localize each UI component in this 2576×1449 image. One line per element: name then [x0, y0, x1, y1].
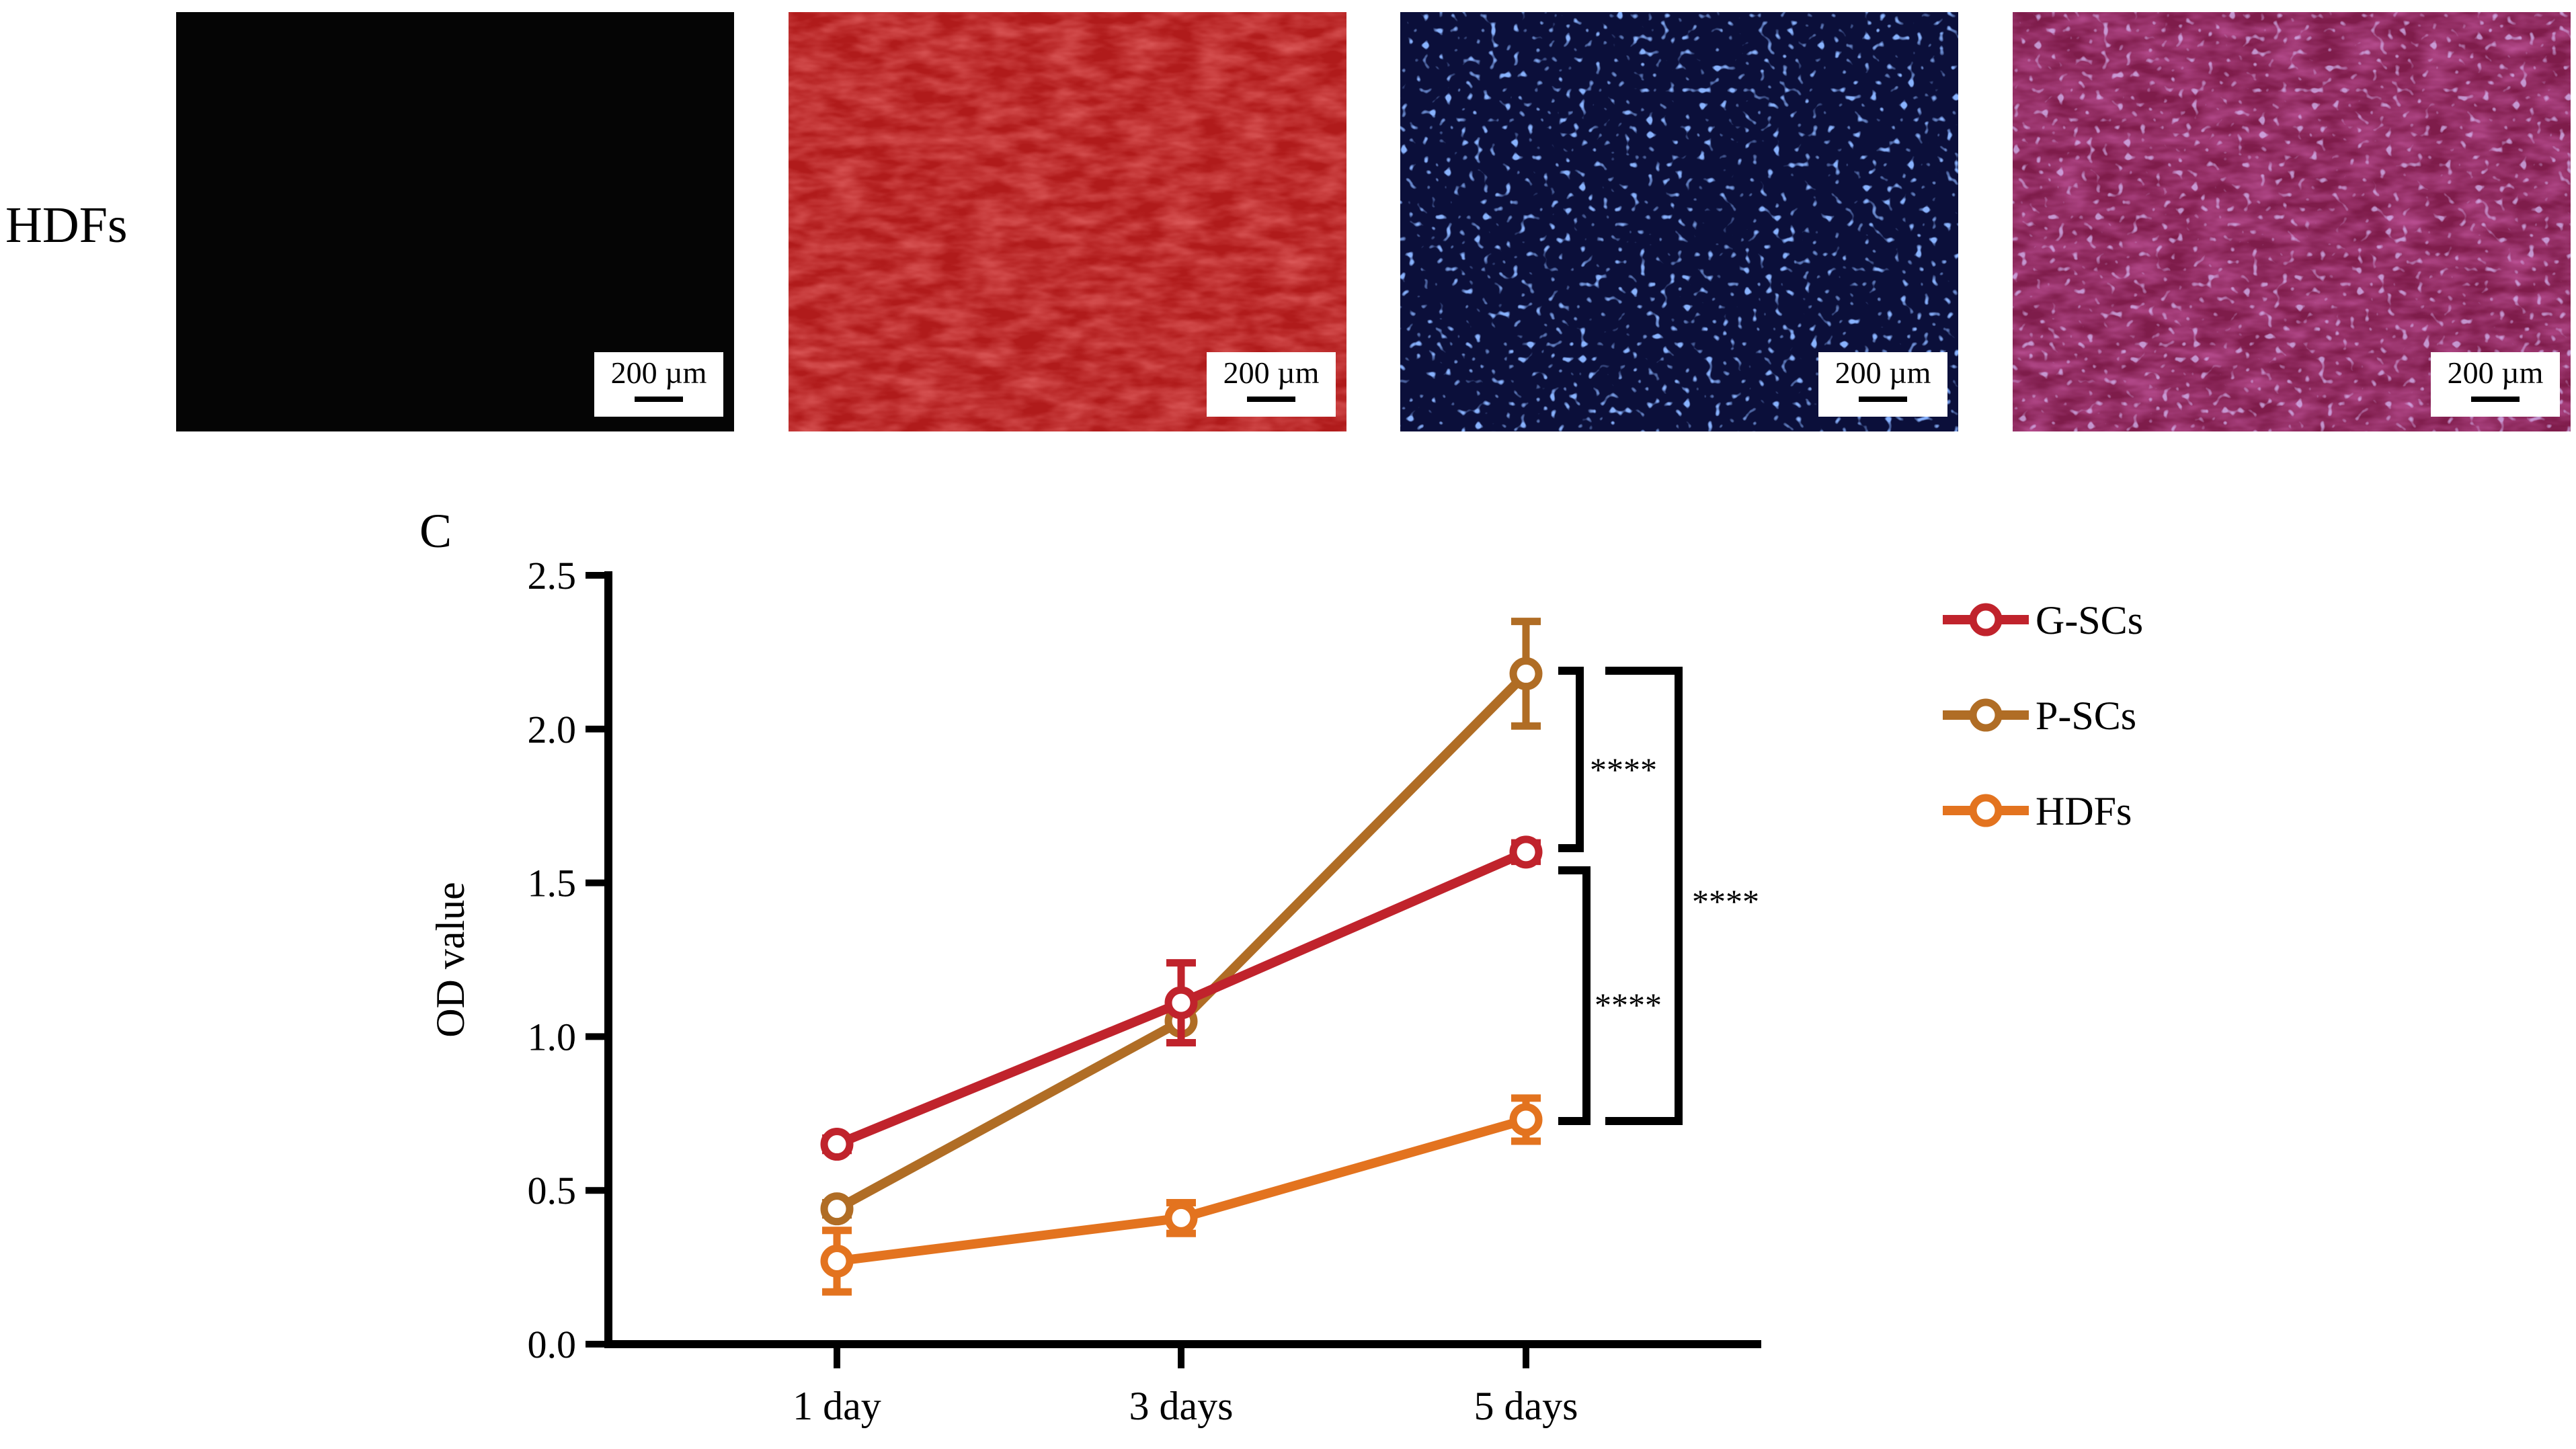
scale-bar-label: 200 µm: [610, 356, 707, 390]
micrograph-merged: 200 µm: [2013, 12, 2571, 431]
significance-label: ****: [1590, 751, 1657, 788]
scale-bar: 200 µm: [594, 352, 723, 417]
scale-bar-label: 200 µm: [1835, 356, 1931, 390]
legend-marker: [1969, 698, 2003, 732]
legend-label: HDFs: [2036, 789, 2132, 833]
series-line: [834, 670, 1529, 1213]
data-point: [820, 1244, 854, 1278]
significance-bracket: [1605, 667, 1683, 1125]
micrograph-blue: 200 µm: [1400, 12, 1958, 431]
row-label: HDFs: [5, 197, 128, 253]
y-tick-label: 1.5: [528, 862, 577, 905]
scale-bar-line: [1247, 397, 1295, 402]
scale-bar: 200 µm: [2431, 352, 2560, 417]
data-point: [820, 1128, 854, 1161]
scale-bar: 200 µm: [1207, 352, 1336, 417]
scale-bar-label: 200 µm: [2447, 356, 2544, 390]
micrograph-green: 200 µm: [176, 12, 734, 431]
scale-bar-label: 200 µm: [1223, 356, 1320, 390]
y-tick-label: 0.0: [528, 1323, 577, 1366]
x-tick-label: 1 day: [793, 1384, 881, 1428]
data-point: [820, 1192, 854, 1226]
data-point: [1164, 986, 1198, 1020]
legend-marker: [1969, 794, 2003, 827]
micrograph-red: 200 µm: [789, 12, 1346, 431]
scale-bar: 200 µm: [1818, 352, 1947, 417]
scale-bar-line: [1859, 397, 1907, 402]
scale-bar-line: [2471, 397, 2520, 402]
significance-label: ****: [1595, 986, 1662, 1024]
x-tick-label: 3 days: [1129, 1384, 1234, 1428]
significance-bracket: [1558, 667, 1584, 852]
data-point: [1509, 835, 1543, 869]
y-tick-label: 0.5: [528, 1169, 577, 1212]
data-point: [1164, 1201, 1198, 1235]
series-line: [836, 1115, 1527, 1266]
significance-label: ****: [1692, 882, 1759, 920]
scale-bar-line: [635, 397, 683, 402]
legend-marker: [1969, 603, 2003, 636]
y-tick-label: 1.0: [528, 1015, 577, 1059]
data-point: [1509, 1103, 1543, 1136]
y-tick-label: 2.0: [528, 708, 577, 751]
x-tick-label: 5 days: [1474, 1384, 1578, 1428]
panel-label: C: [419, 504, 452, 558]
y-axis-label: OD value: [428, 882, 473, 1038]
data-point: [1509, 657, 1543, 690]
legend-label: G-SCs: [2036, 598, 2143, 643]
legend-label: P-SCs: [2036, 694, 2136, 738]
y-tick-label: 2.5: [528, 554, 577, 597]
significance-bracket: [1558, 866, 1591, 1125]
